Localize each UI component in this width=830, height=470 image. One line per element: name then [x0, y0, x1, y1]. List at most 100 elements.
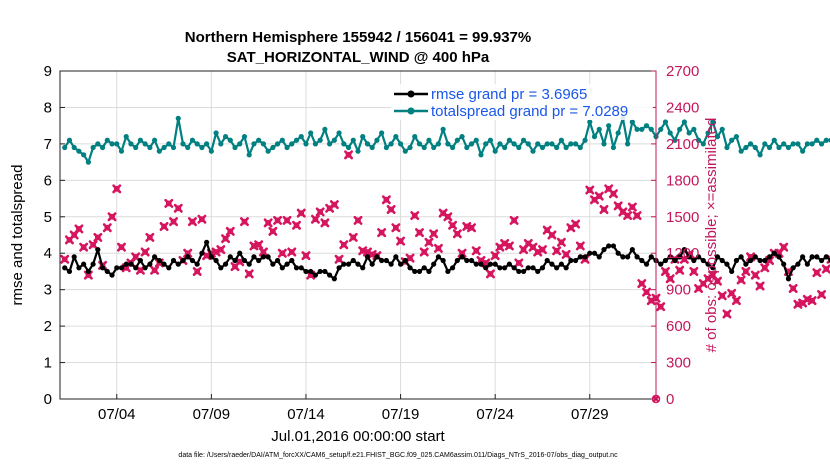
obs-assimilated-marker	[414, 228, 424, 238]
obs-possible-marker	[232, 263, 238, 270]
obs-assimilated-marker	[575, 241, 585, 251]
x-axis-label: Jul.01,2016 00:00:00 start	[271, 428, 445, 445]
rmse-point	[748, 257, 754, 264]
rmse-point	[397, 261, 404, 267]
totalspread-point	[643, 123, 650, 129]
rmse-point	[738, 254, 744, 260]
totalspread-point	[374, 137, 380, 143]
obs-assimilated-marker	[258, 247, 268, 257]
rmse-point	[407, 265, 413, 271]
rmse-point	[525, 265, 531, 271]
x-tick-label: 07/14	[287, 406, 325, 423]
obs-possible-marker	[506, 243, 513, 249]
totalspread-point	[133, 144, 139, 151]
obs-possible-marker	[515, 260, 522, 266]
rmse-point	[66, 268, 73, 275]
totalspread-point	[677, 126, 683, 132]
totalspread-point	[809, 141, 815, 147]
obs-possible-marker	[761, 264, 768, 271]
x-tick-label: 07/24	[476, 406, 514, 423]
rmse-point	[781, 261, 787, 267]
obs-possible-marker	[752, 272, 759, 278]
totalspread-point	[147, 144, 153, 151]
obs-assimilated-marker	[197, 214, 207, 224]
y-left-tick-label: 6	[44, 172, 52, 189]
obs-possible-marker	[449, 222, 456, 229]
totalspread-point	[118, 148, 125, 154]
rmse-point	[383, 257, 389, 264]
obs-possible-marker	[113, 185, 120, 192]
rmse-point	[468, 257, 475, 264]
obs-possible-marker	[572, 221, 579, 227]
obs-assimilated-marker	[282, 215, 292, 225]
obs-possible-marker	[615, 202, 622, 209]
totalspread-point	[511, 141, 517, 147]
totalspread-point	[175, 115, 181, 121]
rmse-point	[478, 261, 484, 267]
totalspread-point	[327, 141, 333, 147]
obs-assimilated-marker	[159, 221, 169, 231]
rmse-point	[256, 257, 262, 264]
rmse-point	[729, 268, 735, 275]
totalspread-point	[790, 141, 796, 147]
obs-possible-marker	[605, 185, 612, 192]
rmse-point	[175, 261, 181, 267]
obs-assimilated-marker	[731, 296, 741, 306]
totalspread-point	[260, 141, 266, 147]
totalspread-point	[814, 137, 820, 143]
totalspread-point	[705, 130, 711, 136]
rmse-point	[648, 254, 654, 260]
rmse-point	[189, 257, 196, 264]
totalspread-point	[364, 141, 371, 147]
obs-possible-marker	[634, 212, 640, 219]
y-left-tick-label: 4	[44, 245, 52, 262]
totalspread-point	[733, 134, 740, 140]
totalspread-point	[379, 130, 385, 136]
totalspread-point	[568, 141, 574, 147]
rmse-point	[388, 261, 394, 267]
obs-possible-marker	[695, 285, 702, 292]
rmse-point	[601, 246, 607, 253]
rmse-point	[629, 246, 635, 253]
totalspread-point	[445, 141, 451, 147]
rmse-point	[104, 268, 110, 275]
rmse-point	[719, 257, 725, 264]
y-left-axis-label: rmse and totalspread	[9, 165, 26, 306]
rmse-point	[823, 254, 829, 260]
rmse-point	[700, 257, 706, 264]
totalspread-point	[62, 144, 68, 151]
y-right-tick-label: 0	[666, 391, 674, 408]
obs-assimilated-marker	[192, 266, 202, 276]
rmse-point	[790, 265, 796, 271]
obs-possible-marker	[118, 244, 125, 251]
totalspread-point	[478, 152, 484, 158]
obs-possible-marker	[430, 230, 437, 237]
rmse-point	[213, 257, 219, 264]
chart-title-line1: Northern Hemisphere 155942 / 156041 = 99…	[185, 29, 531, 46]
obs-possible-marker	[317, 209, 324, 215]
obs-possible-marker	[596, 193, 603, 200]
obs-possible-marker	[591, 196, 598, 203]
obs-assimilated-marker	[88, 240, 98, 250]
obs-assimilated-marker	[452, 229, 462, 239]
obs-possible-marker	[293, 222, 300, 229]
rmse-point	[298, 265, 304, 271]
obs-possible-marker	[355, 217, 361, 224]
rmse-point	[241, 257, 248, 264]
totalspread-point	[185, 144, 191, 151]
obs-possible-marker	[544, 227, 551, 234]
rmse-point	[771, 250, 777, 256]
obs-assimilated-marker	[173, 203, 183, 213]
totalspread-point	[241, 134, 248, 140]
obs-assimilated-marker	[116, 242, 126, 252]
obs-assimilated-marker	[637, 279, 647, 289]
totalspread-point	[662, 119, 669, 125]
rmse-point	[492, 261, 498, 267]
rmse-point	[260, 254, 266, 260]
totalspread-point	[719, 126, 725, 132]
obs-assimilated-marker	[599, 204, 609, 214]
rmse-point	[776, 254, 782, 260]
rmse-point	[265, 254, 271, 260]
rmse-point	[170, 257, 177, 264]
totalspread-point	[402, 148, 408, 154]
